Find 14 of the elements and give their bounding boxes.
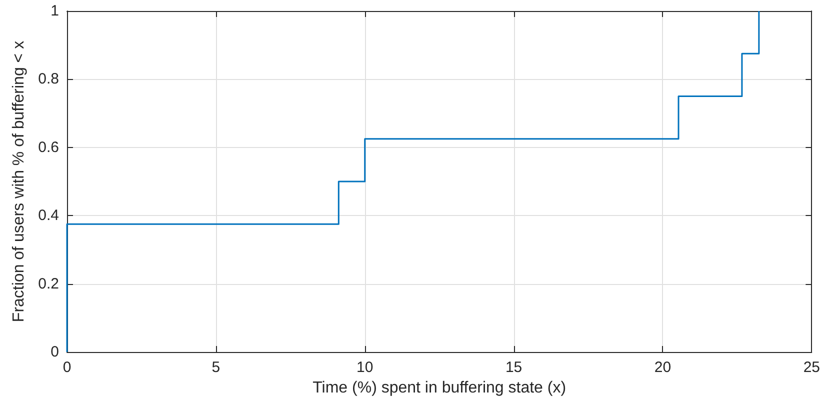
y-tick-label: 1: [50, 2, 59, 20]
y-axis-title: Fraction of users with % of buffering < x: [10, 40, 28, 322]
x-tick-label: 10: [356, 359, 374, 376]
y-tick-label: 0.2: [38, 275, 59, 292]
y-tick-label: 0.8: [38, 70, 59, 88]
x-tick-label: 15: [505, 359, 522, 376]
x-tick-label: 5: [212, 359, 220, 376]
x-tick-label: 25: [803, 359, 820, 376]
y-tick-label: 0.6: [38, 138, 59, 156]
x-tick-label: 0: [62, 359, 72, 376]
y-tick-label: 0.4: [38, 207, 59, 224]
x-axis-title: Time (%) spent in buffering state (x): [312, 379, 566, 396]
x-tick-label: 20: [654, 359, 672, 376]
y-tick-label: 0: [50, 344, 59, 360]
